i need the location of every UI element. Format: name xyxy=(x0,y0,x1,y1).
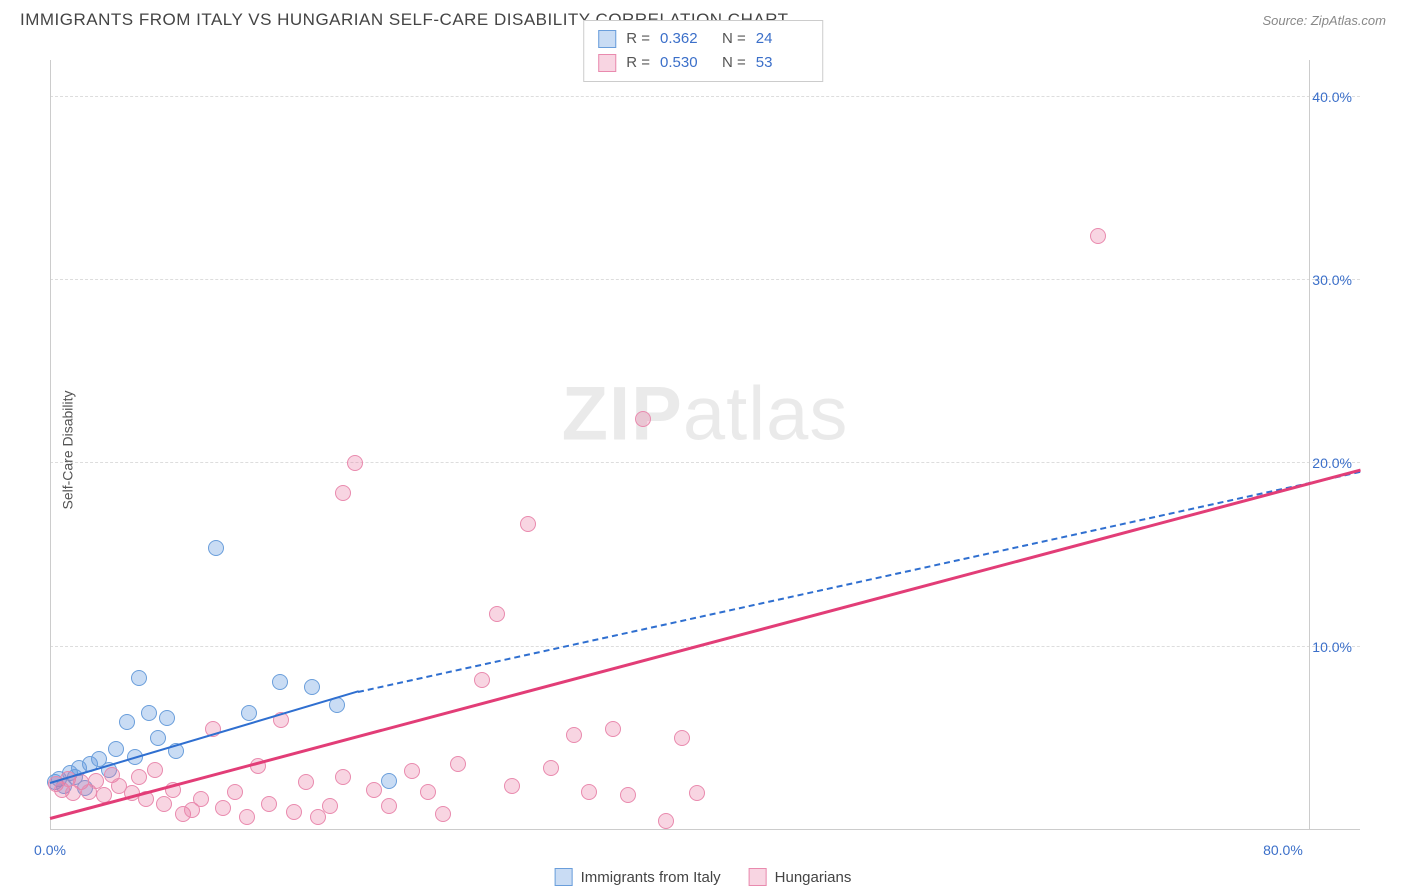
data-point-italy xyxy=(119,714,135,730)
trendline xyxy=(50,691,359,785)
y-axis-right xyxy=(1309,60,1310,830)
data-point-hungarians xyxy=(381,798,397,814)
plot-region: ZIPatlas 10.0%20.0%30.0%40.0%0.0%80.0% xyxy=(50,60,1360,830)
data-point-hungarians xyxy=(435,806,451,822)
data-point-hungarians xyxy=(261,796,277,812)
watermark-zip: ZIP xyxy=(562,372,683,457)
n-label: N = xyxy=(722,27,746,51)
data-point-hungarians xyxy=(543,760,559,776)
source-prefix: Source: xyxy=(1262,13,1310,28)
source-credit: Source: ZipAtlas.com xyxy=(1262,13,1386,28)
gridline xyxy=(50,646,1360,647)
data-point-hungarians xyxy=(520,516,536,532)
r-label: R = xyxy=(626,51,650,75)
series-name-italy: Immigrants from Italy xyxy=(581,869,721,886)
data-point-hungarians xyxy=(489,606,505,622)
data-point-hungarians xyxy=(298,774,314,790)
watermark-atlas: atlas xyxy=(683,372,849,457)
gridline xyxy=(50,96,1360,97)
data-point-italy xyxy=(381,773,397,789)
trendline xyxy=(50,468,1361,819)
data-point-hungarians xyxy=(504,778,520,794)
legend-stats: R = 0.362 N = 24 R = 0.530 N = 53 xyxy=(583,20,823,82)
data-point-hungarians xyxy=(620,787,636,803)
gridline xyxy=(50,279,1360,280)
data-point-italy xyxy=(141,705,157,721)
data-point-hungarians xyxy=(88,773,104,789)
data-point-hungarians xyxy=(674,730,690,746)
data-point-hungarians xyxy=(689,785,705,801)
legend-series: Immigrants from Italy Hungarians xyxy=(555,868,852,886)
gridline xyxy=(50,462,1360,463)
data-point-hungarians xyxy=(474,672,490,688)
data-point-hungarians xyxy=(581,784,597,800)
data-point-hungarians xyxy=(335,769,351,785)
data-point-hungarians xyxy=(347,455,363,471)
data-point-hungarians xyxy=(605,721,621,737)
legend-stats-row-hungarians: R = 0.530 N = 53 xyxy=(598,51,808,75)
data-point-italy xyxy=(159,710,175,726)
data-point-hungarians xyxy=(450,756,466,772)
y-tick-label: 40.0% xyxy=(1312,89,1352,105)
series-name-hungarians: Hungarians xyxy=(775,869,852,886)
data-point-hungarians xyxy=(131,769,147,785)
data-point-italy xyxy=(150,730,166,746)
data-point-italy xyxy=(272,674,288,690)
data-point-hungarians xyxy=(635,411,651,427)
data-point-hungarians xyxy=(404,763,420,779)
data-point-italy xyxy=(241,705,257,721)
data-point-hungarians xyxy=(566,727,582,743)
data-point-hungarians xyxy=(215,800,231,816)
r-value-italy: 0.362 xyxy=(660,27,712,51)
swatch-italy xyxy=(598,30,616,48)
trendline-extension xyxy=(358,471,1360,693)
y-tick-label: 30.0% xyxy=(1312,272,1352,288)
data-point-hungarians xyxy=(227,784,243,800)
data-point-hungarians xyxy=(193,791,209,807)
x-tick-label: 0.0% xyxy=(34,842,66,858)
data-point-hungarians xyxy=(147,762,163,778)
swatch-italy xyxy=(555,868,573,886)
data-point-hungarians xyxy=(335,485,351,501)
chart-area: Self-Care Disability ZIPatlas 10.0%20.0%… xyxy=(0,40,1406,860)
x-axis xyxy=(50,829,1360,830)
watermark: ZIPatlas xyxy=(562,371,849,458)
data-point-hungarians xyxy=(1090,228,1106,244)
legend-stats-row-italy: R = 0.362 N = 24 xyxy=(598,27,808,51)
data-point-hungarians xyxy=(239,809,255,825)
legend-item-italy: Immigrants from Italy xyxy=(555,868,721,886)
data-point-hungarians xyxy=(420,784,436,800)
r-label: R = xyxy=(626,27,650,51)
y-tick-label: 10.0% xyxy=(1312,639,1352,655)
data-point-hungarians xyxy=(156,796,172,812)
data-point-italy xyxy=(108,741,124,757)
data-point-hungarians xyxy=(658,813,674,829)
legend-item-hungarians: Hungarians xyxy=(749,868,852,886)
n-label: N = xyxy=(722,51,746,75)
source-name: ZipAtlas.com xyxy=(1311,13,1386,28)
y-axis xyxy=(50,60,51,830)
swatch-hungarians xyxy=(598,54,616,72)
data-point-italy xyxy=(131,670,147,686)
x-tick-label: 80.0% xyxy=(1263,842,1303,858)
n-value-italy: 24 xyxy=(756,27,808,51)
swatch-hungarians xyxy=(749,868,767,886)
data-point-hungarians xyxy=(286,804,302,820)
data-point-italy xyxy=(208,540,224,556)
n-value-hungarians: 53 xyxy=(756,51,808,75)
data-point-hungarians xyxy=(366,782,382,798)
data-point-hungarians xyxy=(322,798,338,814)
y-tick-label: 20.0% xyxy=(1312,455,1352,471)
r-value-hungarians: 0.530 xyxy=(660,51,712,75)
data-point-italy xyxy=(304,679,320,695)
